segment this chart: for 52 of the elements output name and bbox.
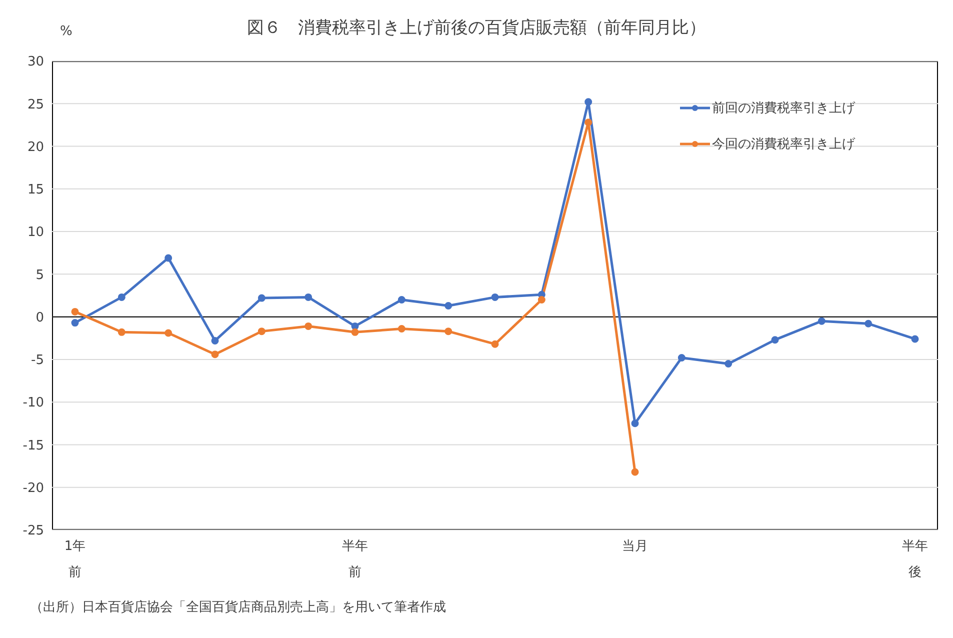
point [71, 308, 79, 316]
y-tick-label: 0 [36, 310, 44, 326]
point [304, 322, 312, 330]
point [258, 328, 266, 336]
point [118, 328, 126, 336]
point [351, 322, 359, 330]
point [398, 325, 406, 333]
point [71, 319, 79, 327]
point [538, 296, 546, 304]
point [118, 293, 126, 301]
point [211, 336, 219, 344]
point [398, 296, 406, 304]
x-tick-label: 当月 [621, 538, 649, 556]
y-tick-label: -10 [22, 396, 44, 411]
point [771, 336, 779, 344]
y-tick-label: 15 [27, 182, 44, 198]
point [444, 302, 452, 310]
point [678, 354, 686, 362]
y-tick-label: 5 [36, 268, 44, 283]
y-tick-label: -25 [22, 524, 44, 539]
y-tick-label: 30 [27, 54, 44, 70]
y-axis-title: % [60, 24, 72, 39]
point [724, 360, 732, 368]
y-tick-label: 25 [27, 97, 44, 112]
y-tick-label: -20 [22, 480, 44, 496]
point [164, 329, 172, 337]
point [304, 293, 312, 301]
y-tick-label: -15 [22, 438, 44, 454]
point [351, 328, 359, 336]
point [444, 328, 452, 336]
x-tick-label: 半年後 [901, 538, 929, 582]
point [631, 468, 639, 476]
point [258, 294, 266, 302]
point [631, 420, 639, 428]
text: （出所）日本百貨店協会「全国百貨店商品別売上高」を用いて筆者作成 [30, 599, 447, 616]
x-tick-label: 1年前 [63, 538, 87, 582]
point [164, 254, 172, 262]
point [584, 118, 592, 126]
point [491, 293, 499, 301]
legend-label: 前回の消費税率引き上げ [712, 100, 855, 117]
point [584, 98, 592, 106]
x-tick-label: 半年前 [341, 538, 369, 582]
chart-title: 図６ 消費税率引き上げ前後の百貨店販売額（前年同月比） [247, 18, 706, 38]
y-tick-label: -5 [31, 353, 44, 368]
y-tick-label: 20 [27, 140, 44, 155]
point [211, 350, 219, 358]
legend-label: 今回の消費税率引き上げ [712, 136, 855, 153]
point [491, 340, 499, 348]
point [911, 335, 919, 343]
point [818, 317, 826, 325]
y-tick-label: 10 [27, 225, 44, 240]
point [864, 320, 872, 328]
